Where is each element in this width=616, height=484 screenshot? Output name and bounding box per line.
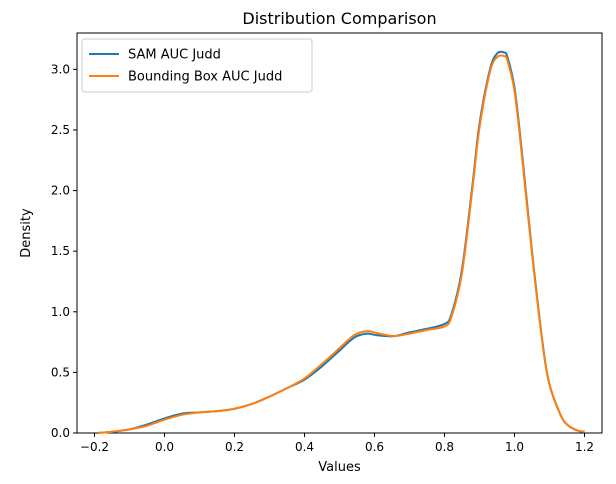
legend-box bbox=[81, 38, 313, 93]
x-tick-label: −0.2 bbox=[80, 440, 109, 454]
y-tick-label: 0.5 bbox=[51, 365, 70, 379]
y-axis: 0.0 0.5 1.0 1.5 2.0 2.5 3.0 bbox=[51, 62, 77, 440]
y-tick-label: 3.0 bbox=[51, 62, 70, 76]
x-tick-label: 0.2 bbox=[225, 440, 244, 454]
x-axis-label: Values bbox=[318, 460, 361, 475]
legend: SAM AUC Judd Bounding Box AUC Judd bbox=[81, 38, 313, 93]
y-tick-label: 1.5 bbox=[51, 244, 70, 258]
x-tick-label: 0.4 bbox=[295, 440, 314, 454]
series-layer bbox=[97, 50, 585, 434]
x-tick-label: 1.2 bbox=[575, 440, 594, 454]
y-axis-label: Density bbox=[19, 208, 34, 258]
y-tick-label: 2.5 bbox=[51, 123, 70, 137]
x-axis: −0.2 0.0 0.2 0.4 0.6 0.8 1.0 1.2 bbox=[80, 433, 594, 454]
y-tick-label: 2.0 bbox=[51, 184, 70, 198]
x-tick-label: 0.0 bbox=[155, 440, 174, 454]
series-line-bounding-box-auc-judd bbox=[97, 54, 585, 434]
series-line-sam-auc-judd bbox=[97, 50, 585, 434]
y-tick-label: 1.0 bbox=[51, 305, 70, 319]
x-tick-label: 0.8 bbox=[435, 440, 454, 454]
legend-entry-label: SAM AUC Judd bbox=[128, 48, 221, 63]
plot-area bbox=[76, 32, 603, 434]
legend-entry-label: Bounding Box AUC Judd bbox=[128, 70, 282, 85]
chart-title: Distribution Comparison bbox=[242, 9, 436, 28]
y-tick-label: 0.0 bbox=[51, 426, 70, 440]
x-tick-label: 1.0 bbox=[505, 440, 524, 454]
x-tick-label: 0.6 bbox=[365, 440, 384, 454]
